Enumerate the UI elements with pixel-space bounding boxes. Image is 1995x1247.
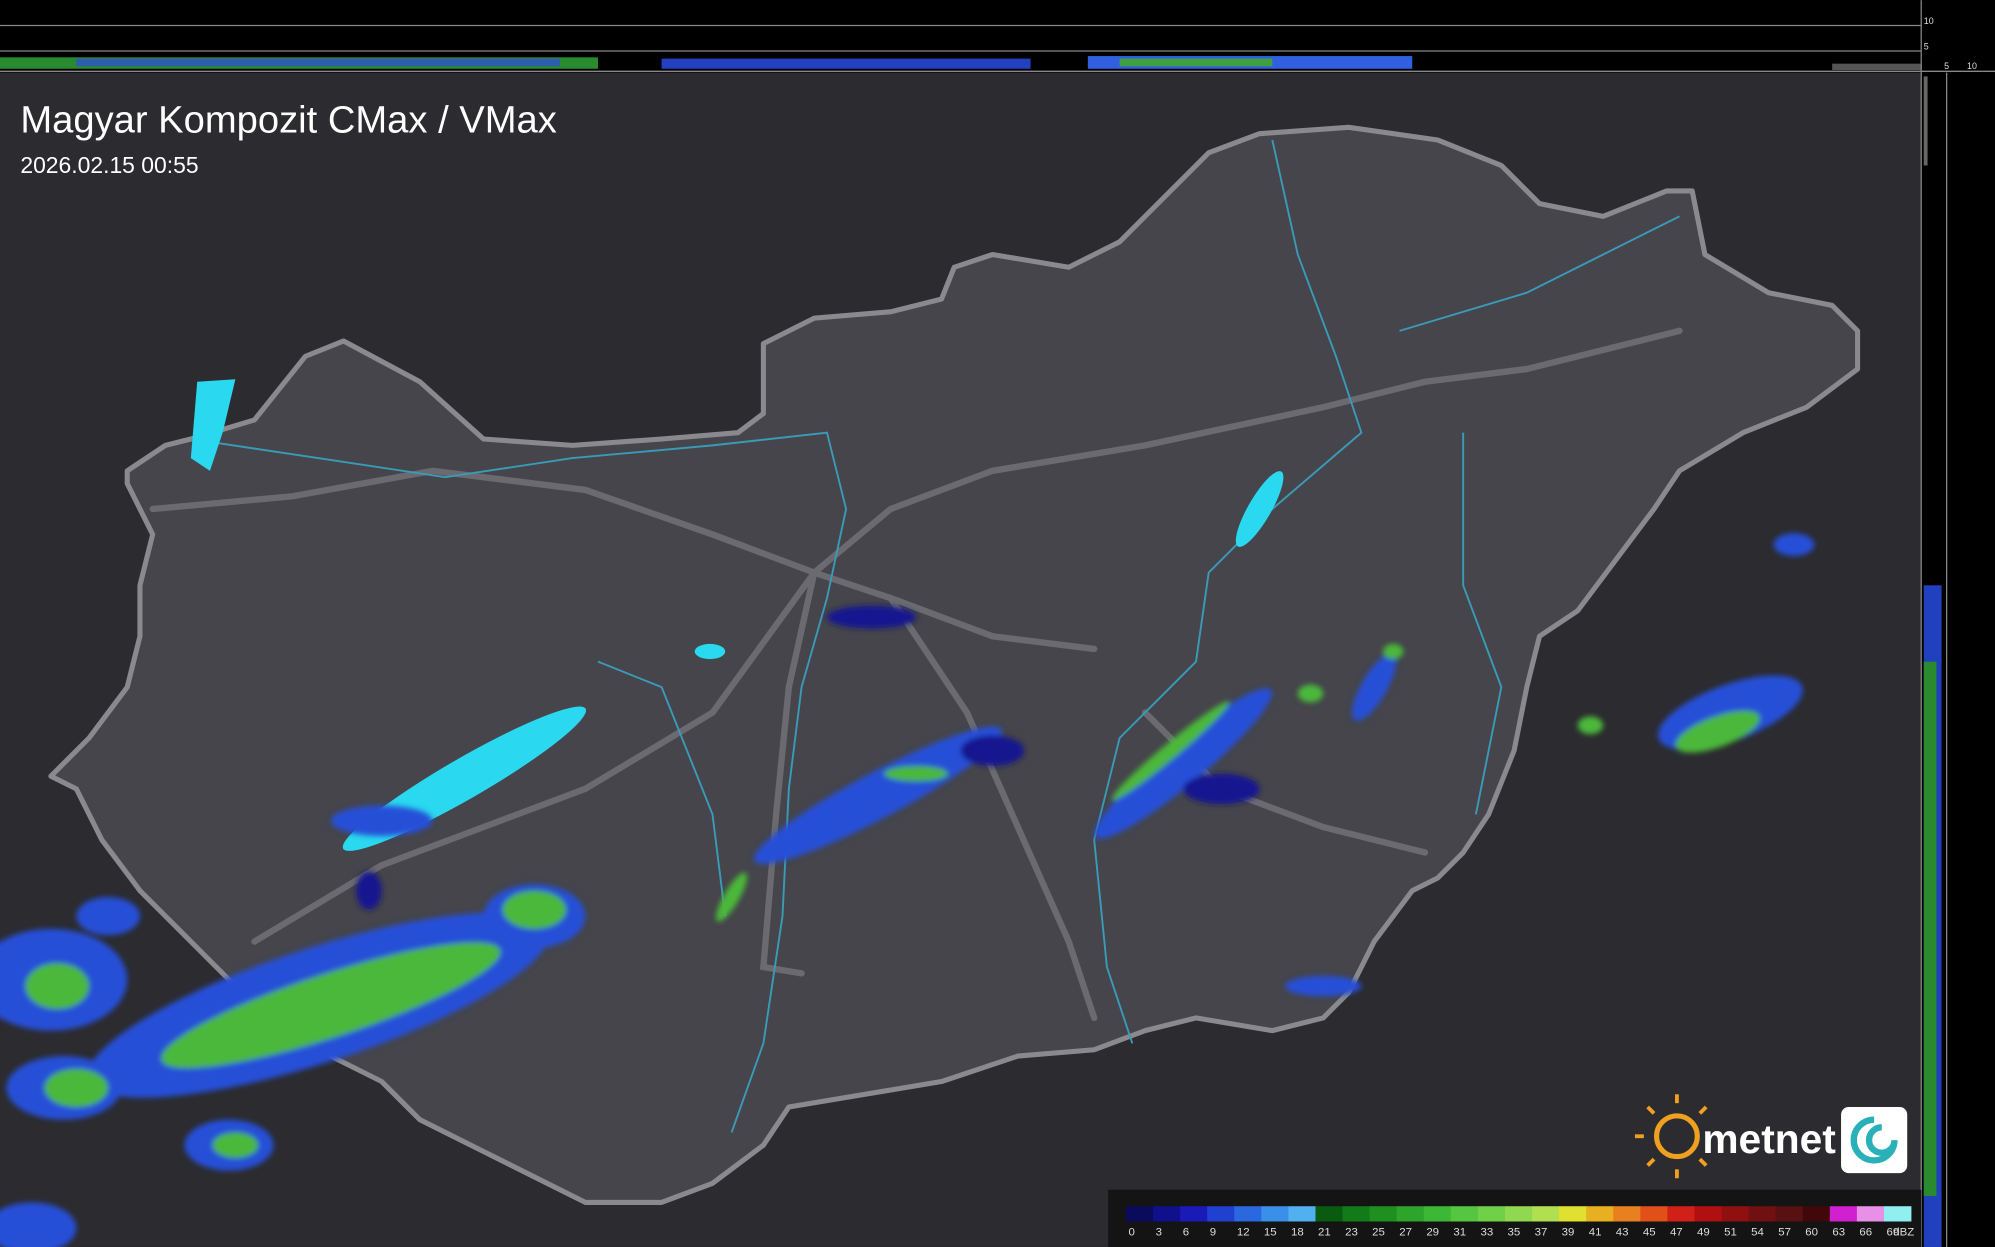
legend-label: 47 xyxy=(1670,1226,1683,1238)
legend-swatch xyxy=(1153,1206,1181,1222)
legend-label: 54 xyxy=(1751,1226,1764,1238)
legend-label: 45 xyxy=(1643,1226,1656,1238)
legend-label: 31 xyxy=(1453,1226,1466,1238)
legend-label: 25 xyxy=(1372,1226,1385,1238)
legend-label: 57 xyxy=(1778,1226,1791,1238)
legend-label: 69 xyxy=(1887,1226,1900,1238)
legend-swatch xyxy=(1477,1206,1506,1222)
legend-label: 63 xyxy=(1832,1226,1845,1238)
legend-label: 18 xyxy=(1291,1226,1304,1238)
timestamp: 2026.02.15 00:55 xyxy=(20,152,198,178)
legend-label: 43 xyxy=(1616,1226,1629,1238)
legend-label: 9 xyxy=(1210,1226,1216,1238)
legend-label: 41 xyxy=(1589,1226,1602,1238)
legend: 0 3 6 9 12 15 18 21 23 25 27 29 31 33 35 37 39 41 43 45 47 49… xyxy=(1126,1206,1914,1238)
legend-label: 27 xyxy=(1399,1226,1412,1238)
legend-unit: dBZ xyxy=(1893,1226,1914,1238)
legend-swatch xyxy=(1234,1206,1262,1222)
side-tick-label: 5 xyxy=(1944,61,1949,71)
legend-swatch xyxy=(1261,1206,1289,1222)
legend-swatch xyxy=(1126,1206,1154,1222)
legend-label: 29 xyxy=(1426,1226,1439,1238)
side-axis: 10 5 5 10 xyxy=(1924,16,1977,71)
legend-swatch xyxy=(1207,1206,1235,1222)
map-title: Magyar Kompozit CMax / VMax xyxy=(20,98,556,141)
legend-swatch xyxy=(1802,1206,1831,1222)
legend-label: 6 xyxy=(1183,1226,1189,1238)
legend-swatch xyxy=(1396,1206,1425,1222)
legend-label: 51 xyxy=(1724,1226,1737,1238)
top-profile xyxy=(0,24,1995,72)
legend-label: 60 xyxy=(1805,1226,1818,1238)
legend-label: 49 xyxy=(1697,1226,1710,1238)
legend-swatch xyxy=(1883,1206,1912,1222)
legend-label: 66 xyxy=(1859,1226,1872,1238)
legend-swatch xyxy=(1342,1206,1371,1222)
side-tick-label: 10 xyxy=(1924,16,1934,26)
legend-swatch xyxy=(1640,1206,1668,1222)
legend-swatch xyxy=(1450,1206,1479,1222)
side-tick-label: 10 xyxy=(1967,61,1977,71)
radar-echoes xyxy=(0,533,1815,1247)
legend-swatch xyxy=(1288,1206,1316,1222)
roads xyxy=(149,327,1683,1022)
legend-label: 23 xyxy=(1345,1226,1358,1238)
legend-label: 39 xyxy=(1562,1226,1575,1238)
legend-swatch xyxy=(1504,1206,1533,1222)
legend-label: 35 xyxy=(1508,1226,1521,1238)
legend-swatch xyxy=(1613,1206,1641,1222)
legend-swatch xyxy=(1694,1206,1722,1222)
legend-label: 33 xyxy=(1480,1226,1493,1238)
legend-swatch xyxy=(1856,1206,1885,1222)
legend-swatch xyxy=(1532,1206,1560,1222)
legend-label: 15 xyxy=(1264,1226,1277,1238)
legend-swatch xyxy=(1667,1206,1695,1222)
legend-label: 3 xyxy=(1156,1226,1162,1238)
legend-label: 12 xyxy=(1237,1226,1250,1238)
side-tick-label: 5 xyxy=(1924,42,1929,52)
legend-label: 0 xyxy=(1129,1226,1135,1238)
legend-swatch xyxy=(1721,1206,1749,1222)
legend-swatch xyxy=(1315,1206,1343,1222)
rivers xyxy=(190,139,1680,1133)
legend-swatch xyxy=(1559,1206,1587,1222)
legend-swatch xyxy=(1775,1206,1804,1222)
logo-text: metnet xyxy=(1702,1116,1836,1162)
side-profile xyxy=(1920,0,1948,1247)
legend-label: 37 xyxy=(1535,1226,1548,1238)
legend-swatch xyxy=(1748,1206,1777,1222)
legend-label: 21 xyxy=(1318,1226,1331,1238)
legend-swatch xyxy=(1423,1206,1452,1222)
legend-swatch xyxy=(1369,1206,1398,1222)
logo: metnet xyxy=(1634,1094,1908,1179)
legend-swatch xyxy=(1180,1206,1208,1222)
legend-swatch xyxy=(1586,1206,1614,1222)
legend-swatch xyxy=(1829,1206,1858,1222)
